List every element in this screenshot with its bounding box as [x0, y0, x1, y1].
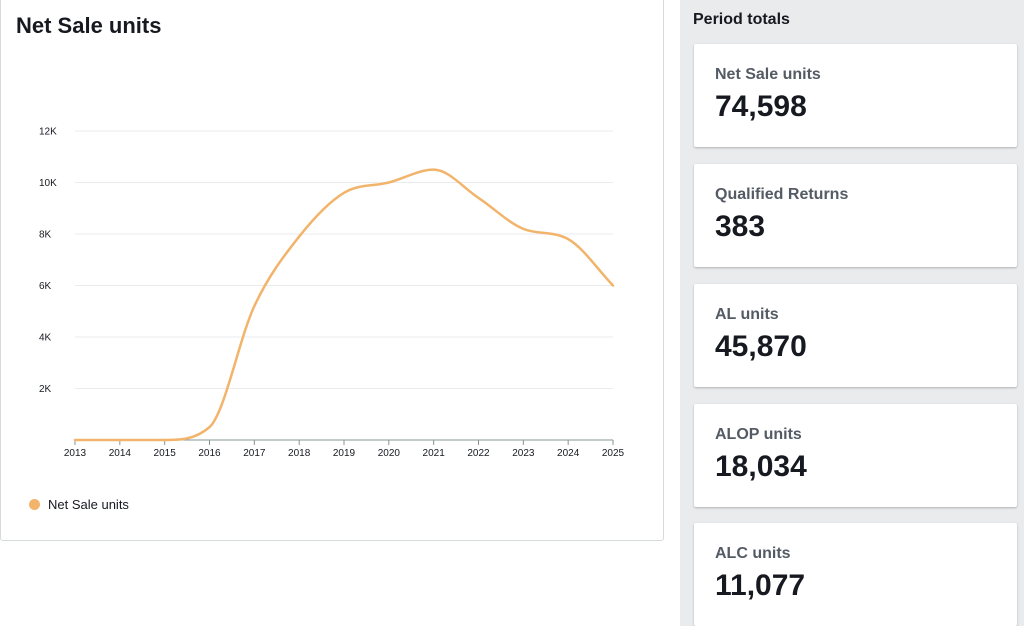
chart-title: Net Sale units [16, 13, 162, 38]
kpi-value: 45,870 [715, 330, 807, 363]
x-tick-label: 2022 [467, 448, 490, 459]
period-totals-panel: Period totals Net Sale units 74,598 Qual… [680, 0, 1024, 626]
x-tick-label: 2013 [64, 448, 87, 459]
legend-swatch [29, 499, 40, 510]
x-tick-label: 2014 [109, 448, 132, 459]
x-tick-label: 2017 [243, 448, 266, 459]
kpi-label: Net Sale units [715, 66, 821, 83]
kpi-card-alop-units: ALOP units 18,034 [694, 404, 1017, 507]
x-tick-label: 2024 [557, 448, 580, 459]
y-tick-label: 12K [39, 127, 57, 138]
legend-label: Net Sale units [48, 497, 129, 512]
kpi-value: 74,598 [715, 90, 807, 123]
chart-legend[interactable]: Net Sale units [29, 497, 129, 512]
kpi-value: 383 [715, 210, 766, 243]
x-tick-label: 2019 [333, 448, 356, 459]
kpi-card-alc-units: ALC units 11,077 [694, 523, 1017, 626]
line-chart: 2K 4K 6K 8K 10K 12K 2013 2014 2015 2016 2017 2018 20… [39, 127, 625, 460]
y-tick-label: 6K [39, 281, 52, 292]
y-tick-label: 10K [39, 178, 57, 189]
kpi-card-qualified-returns: Qualified Returns 383 [694, 164, 1017, 267]
net-sale-units-chart-panel: Net Sale units 2K 4K 6K 8K 10K 12K 2013 2014 201… [0, 0, 664, 541]
x-tick-label: 2016 [198, 448, 221, 459]
kpi-card-net-sale-units: Net Sale units 74,598 [694, 44, 1017, 147]
y-tick-label: 8K [39, 230, 52, 241]
series-line-net-sale-units [73, 168, 615, 442]
y-tick-label: 2K [39, 384, 52, 395]
x-tick-label: 2023 [512, 448, 535, 459]
kpi-label: ALC units [715, 545, 791, 562]
kpi-value: 18,034 [715, 450, 807, 483]
x-tick-label: 2021 [423, 448, 446, 459]
x-tick-label: 2020 [378, 448, 401, 459]
kpi-card-al-units: AL units 45,870 [694, 284, 1017, 387]
kpi-label: AL units [715, 306, 779, 323]
kpi-value: 11,077 [715, 569, 806, 602]
period-totals-heading: Period totals [693, 11, 790, 28]
x-tick-label: 2018 [288, 448, 311, 459]
y-tick-label: 4K [39, 333, 52, 344]
x-tick-label: 2015 [154, 448, 177, 459]
kpi-label: ALOP units [715, 426, 802, 443]
kpi-label: Qualified Returns [715, 186, 849, 203]
x-tick-label: 2025 [602, 448, 625, 459]
